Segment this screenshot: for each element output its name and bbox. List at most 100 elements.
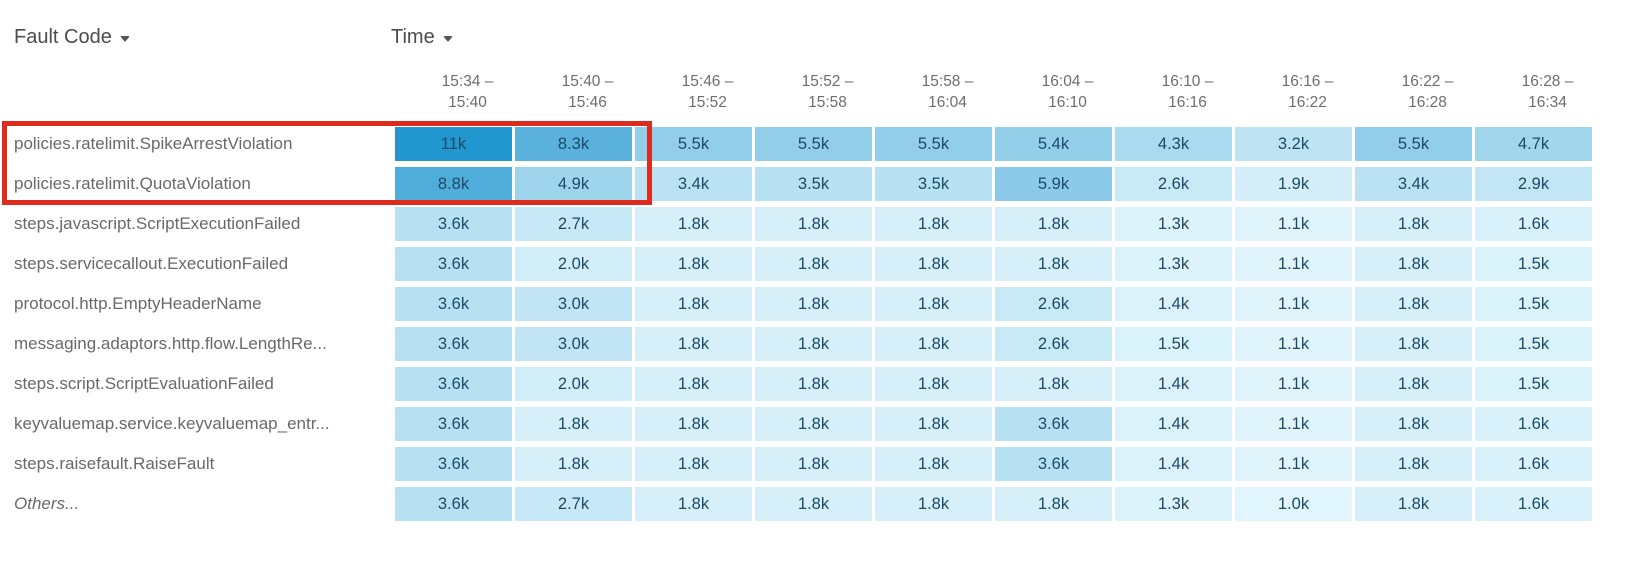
heatmap-cell[interactable]: 1.8k	[875, 207, 992, 241]
heatmap-cell[interactable]: 1.8k	[755, 247, 872, 281]
heatmap-cell[interactable]: 3.4k	[635, 167, 752, 201]
heatmap-cell[interactable]: 1.8k	[875, 247, 992, 281]
heatmap-cell[interactable]: 1.1k	[1235, 287, 1352, 321]
heatmap-cell[interactable]: 1.8k	[635, 487, 752, 521]
heatmap-cell[interactable]: 4.3k	[1115, 127, 1232, 161]
heatmap-cell[interactable]: 1.8k	[1355, 247, 1472, 281]
heatmap-cell[interactable]: 11k	[395, 127, 512, 161]
heatmap-cell[interactable]: 1.8k	[635, 327, 752, 361]
heatmap-cell[interactable]: 8.3k	[515, 127, 632, 161]
time-dimension-dropdown[interactable]: Time	[391, 26, 453, 49]
heatmap-cell[interactable]: 1.8k	[635, 407, 752, 441]
heatmap-cell[interactable]: 1.8k	[875, 447, 992, 481]
heatmap-cell[interactable]: 1.8k	[635, 247, 752, 281]
heatmap-cell[interactable]: 1.8k	[995, 247, 1112, 281]
heatmap-cell[interactable]: 1.5k	[1475, 367, 1592, 401]
heatmap-cell[interactable]: 1.8k	[995, 367, 1112, 401]
heatmap-cell[interactable]: 2.9k	[1475, 167, 1592, 201]
heatmap-cell[interactable]: 1.8k	[995, 487, 1112, 521]
heatmap-cell[interactable]: 1.8k	[515, 447, 632, 481]
heatmap-cell[interactable]: 5.5k	[755, 127, 872, 161]
heatmap-cell[interactable]: 1.4k	[1115, 407, 1232, 441]
heatmap-cell[interactable]: 1.8k	[875, 487, 992, 521]
heatmap-cell[interactable]: 3.6k	[395, 407, 512, 441]
heatmap-cell[interactable]: 1.5k	[1475, 287, 1592, 321]
heatmap-cell[interactable]: 3.6k	[395, 487, 512, 521]
heatmap-cell[interactable]: 1.6k	[1475, 447, 1592, 481]
heatmap-cell[interactable]: 5.5k	[1355, 127, 1472, 161]
heatmap-cell[interactable]: 3.6k	[395, 287, 512, 321]
heatmap-cell[interactable]: 1.8k	[755, 447, 872, 481]
heatmap-cell[interactable]: 3.6k	[995, 447, 1112, 481]
heatmap-cell[interactable]: 3.2k	[1235, 127, 1352, 161]
heatmap-cell[interactable]: 1.8k	[755, 327, 872, 361]
heatmap-cell[interactable]: 2.6k	[995, 327, 1112, 361]
fault-code-dimension-dropdown[interactable]: Fault Code	[14, 26, 130, 49]
heatmap-cell[interactable]: 1.4k	[1115, 287, 1232, 321]
heatmap-cell[interactable]: 2.6k	[1115, 167, 1232, 201]
heatmap-cell[interactable]: 3.6k	[995, 407, 1112, 441]
heatmap-cell[interactable]: 5.5k	[635, 127, 752, 161]
heatmap-cell[interactable]: 1.1k	[1235, 407, 1352, 441]
heatmap-cell[interactable]: 1.1k	[1235, 447, 1352, 481]
heatmap-cell[interactable]: 1.8k	[875, 287, 992, 321]
heatmap-cell[interactable]: 3.5k	[755, 167, 872, 201]
heatmap-cell[interactable]: 1.8k	[995, 207, 1112, 241]
heatmap-cell[interactable]: 1.1k	[1235, 207, 1352, 241]
heatmap-cell[interactable]: 3.6k	[395, 367, 512, 401]
heatmap-cell[interactable]: 1.6k	[1475, 207, 1592, 241]
heatmap-cell[interactable]: 1.8k	[875, 327, 992, 361]
heatmap-cell[interactable]: 3.6k	[395, 247, 512, 281]
heatmap-cell[interactable]: 1.8k	[515, 407, 632, 441]
heatmap-cell[interactable]: 1.8k	[635, 207, 752, 241]
heatmap-cell[interactable]: 3.4k	[1355, 167, 1472, 201]
heatmap-cell[interactable]: 1.8k	[1355, 367, 1472, 401]
heatmap-cell[interactable]: 1.4k	[1115, 447, 1232, 481]
heatmap-cell[interactable]: 3.0k	[515, 327, 632, 361]
heatmap-cell[interactable]: 1.5k	[1475, 247, 1592, 281]
heatmap-cell[interactable]: 4.7k	[1475, 127, 1592, 161]
heatmap-cell[interactable]: 4.9k	[515, 167, 632, 201]
heatmap-cell[interactable]: 5.5k	[875, 127, 992, 161]
heatmap-cell[interactable]: 1.8k	[1355, 207, 1472, 241]
heatmap-cell[interactable]: 1.8k	[755, 287, 872, 321]
heatmap-cell[interactable]: 1.8k	[755, 207, 872, 241]
heatmap-cell[interactable]: 1.6k	[1475, 407, 1592, 441]
heatmap-cell[interactable]: 1.1k	[1235, 367, 1352, 401]
heatmap-cell[interactable]: 8.8k	[395, 167, 512, 201]
heatmap-cell[interactable]: 3.0k	[515, 287, 632, 321]
heatmap-cell[interactable]: 1.3k	[1115, 487, 1232, 521]
heatmap-cell[interactable]: 1.8k	[635, 287, 752, 321]
heatmap-cell[interactable]: 2.6k	[995, 287, 1112, 321]
heatmap-cell[interactable]: 1.8k	[875, 367, 992, 401]
heatmap-cell[interactable]: 3.6k	[395, 327, 512, 361]
heatmap-cell[interactable]: 5.4k	[995, 127, 1112, 161]
heatmap-cell[interactable]: 1.8k	[635, 367, 752, 401]
heatmap-cell[interactable]: 1.5k	[1115, 327, 1232, 361]
heatmap-cell[interactable]: 1.3k	[1115, 247, 1232, 281]
heatmap-cell[interactable]: 1.8k	[875, 407, 992, 441]
heatmap-cell[interactable]: 1.1k	[1235, 247, 1352, 281]
heatmap-cell[interactable]: 2.7k	[515, 207, 632, 241]
heatmap-cell[interactable]: 2.0k	[515, 367, 632, 401]
heatmap-cell[interactable]: 1.8k	[1355, 287, 1472, 321]
heatmap-cell[interactable]: 3.5k	[875, 167, 992, 201]
heatmap-cell[interactable]: 1.9k	[1235, 167, 1352, 201]
heatmap-cell[interactable]: 1.8k	[1355, 327, 1472, 361]
heatmap-cell[interactable]: 1.8k	[1355, 487, 1472, 521]
heatmap-cell[interactable]: 1.8k	[755, 407, 872, 441]
heatmap-cell[interactable]: 5.9k	[995, 167, 1112, 201]
heatmap-cell[interactable]: 1.3k	[1115, 207, 1232, 241]
heatmap-cell[interactable]: 3.6k	[395, 447, 512, 481]
heatmap-cell[interactable]: 2.0k	[515, 247, 632, 281]
heatmap-cell[interactable]: 2.7k	[515, 487, 632, 521]
heatmap-cell[interactable]: 1.6k	[1475, 487, 1592, 521]
heatmap-cell[interactable]: 1.8k	[1355, 447, 1472, 481]
heatmap-cell[interactable]: 1.8k	[755, 487, 872, 521]
heatmap-cell[interactable]: 1.0k	[1235, 487, 1352, 521]
heatmap-cell[interactable]: 1.8k	[635, 447, 752, 481]
heatmap-cell[interactable]: 1.8k	[755, 367, 872, 401]
heatmap-cell[interactable]: 1.8k	[1355, 407, 1472, 441]
heatmap-cell[interactable]: 1.1k	[1235, 327, 1352, 361]
heatmap-cell[interactable]: 1.5k	[1475, 327, 1592, 361]
